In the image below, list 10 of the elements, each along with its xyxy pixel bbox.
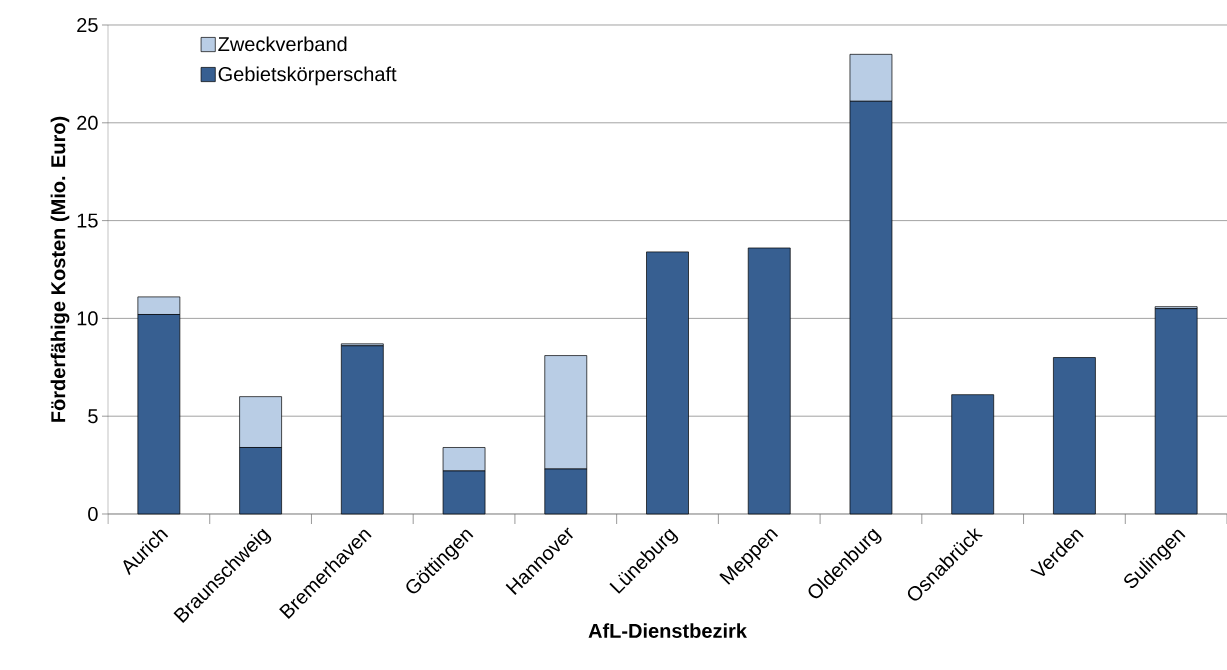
y-tick-label: 15: [77, 213, 98, 228]
y-axis-title: Förderfähige Kosten (Mio. Euro): [50, 116, 70, 422]
x-axis-title: AfL-Dienstbezirk: [588, 623, 747, 638]
y-tick-label: 10: [77, 311, 98, 326]
y-tick-label: 20: [77, 115, 98, 130]
legend-label: Gebietskörperschaft: [218, 66, 397, 86]
y-tick-label: 25: [77, 17, 98, 33]
legend-label: Zweckverband: [218, 36, 347, 52]
y-tick-label: 5: [88, 409, 98, 424]
y-tick-label: 0: [88, 506, 98, 522]
